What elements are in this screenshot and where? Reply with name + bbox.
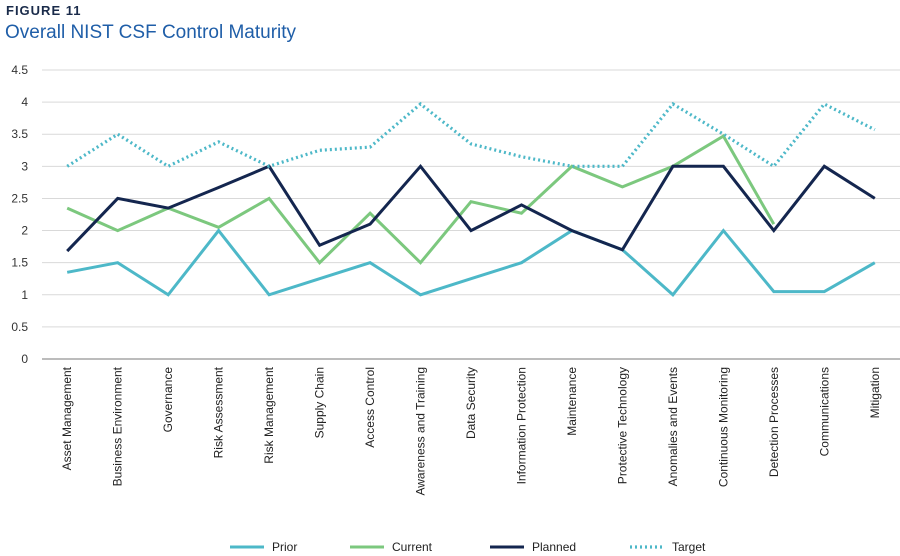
y-tick-label: 0.5 [11,320,28,334]
x-tick-label: Asset Management [60,366,74,470]
x-tick-label: Governance [161,367,175,433]
y-tick-label: 3 [21,159,28,173]
series-line-target [66,101,876,169]
x-tick-label: Mitigation [868,367,882,418]
x-tick-label: Protective Technology [615,367,629,484]
series-line-current [66,134,776,265]
x-tick-label: Continuous Monitoring [716,367,730,487]
x-tick-label: Data Security [464,367,478,439]
figure-label: FIGURE 11 [6,3,82,18]
y-tick-label: 4.5 [11,63,28,77]
y-tick-label: 2 [21,224,28,238]
series-line-prior [66,228,876,297]
x-tick-label: Supply Chain [313,367,327,438]
x-tick-label: Risk Management [262,366,276,463]
y-tick-label: 1.5 [11,256,28,270]
y-tick-label: 4 [21,95,28,109]
x-tick-label: Communications [817,367,831,456]
y-tick-label: 3.5 [11,127,28,141]
chart-title: Overall NIST CSF Control Maturity [5,22,297,43]
legend-label-target: Target [672,540,706,554]
x-tick-label: Business Environment [111,366,125,486]
x-tick-label: Access Control [363,367,377,448]
legend-label-current: Current [392,540,433,554]
y-tick-label: 1 [21,288,28,302]
x-tick-label: Awareness and Training [414,367,428,496]
x-tick-label: Risk Assessment [212,366,226,458]
y-tick-label: 0 [21,352,28,366]
legend-label-prior: Prior [272,540,297,554]
x-tick-label: Information Protection [514,367,528,484]
series-line-planned [66,163,876,253]
legend-label-planned: Planned [532,540,576,554]
y-tick-label: 2.5 [11,191,28,205]
x-tick-label: Anomalies and Events [666,367,680,486]
x-tick-label: Detection Processes [767,367,781,477]
x-tick-label: Maintenance [565,367,579,436]
